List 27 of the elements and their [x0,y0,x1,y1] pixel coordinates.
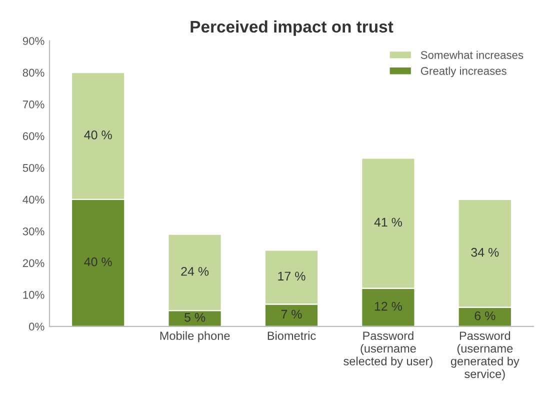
y-tick-label: 60% [22,132,44,140]
legend-label: Somewhat increases [420,50,524,59]
data-label: 41 % [374,218,402,227]
y-tick-label: 0% [29,322,44,331]
y-tick-label: 40% [22,196,44,204]
data-label: 7 % [281,310,302,319]
y-tick-label: 70% [22,100,44,108]
y-tick-label: 90% [22,37,44,45]
data-label: 12 % [374,302,402,311]
x-tick-label: Password (username selected by user) [344,331,432,368]
data-label: 40 % [84,257,112,266]
data-label: 17 % [278,272,306,281]
y-tick-label: 20% [22,259,44,268]
x-tick-label: Password (username generated by service) [450,331,520,380]
x-tick-label: Biometric [268,331,316,340]
data-label: 6 % [474,311,496,320]
chart-title: Perceived impact on trust [190,20,394,36]
data-label: 24 % [181,266,209,276]
y-tick-label: 50% [22,164,44,172]
legend-label: Greatly increases [420,66,506,78]
y-tick-label: 10% [23,290,44,299]
data-label: 5 % [184,313,206,322]
data-label: 40 % [84,130,112,140]
y-tick-label: 80% [22,68,44,77]
data-label: 34 % [471,248,499,257]
x-tick-label: Mobile phone [160,331,230,342]
y-tick-label: 30% [22,227,44,236]
